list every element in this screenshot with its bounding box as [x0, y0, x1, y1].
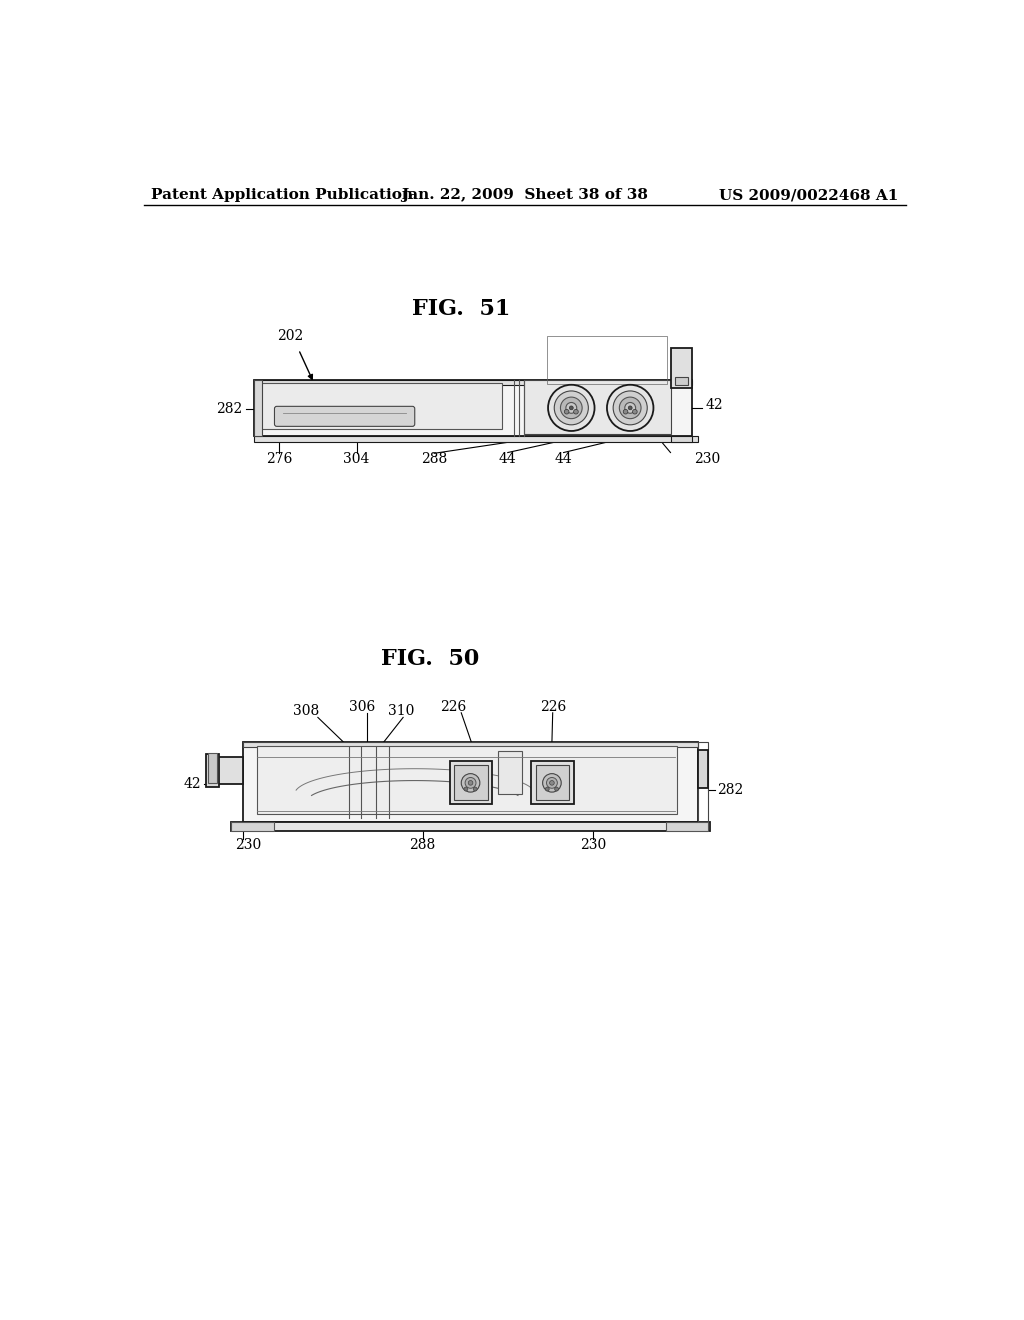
Text: 310: 310 — [388, 705, 414, 718]
Text: 304: 304 — [343, 451, 370, 466]
Circle shape — [465, 777, 476, 788]
Circle shape — [560, 397, 583, 418]
Bar — [231, 822, 710, 832]
Bar — [524, 380, 672, 434]
Circle shape — [468, 780, 473, 785]
Circle shape — [473, 787, 477, 791]
Circle shape — [569, 407, 573, 409]
Text: 226: 226 — [540, 700, 566, 714]
Text: 282: 282 — [717, 783, 743, 797]
Circle shape — [620, 397, 641, 418]
Bar — [698, 742, 708, 822]
Bar — [254, 380, 262, 436]
Circle shape — [607, 385, 653, 432]
Circle shape — [613, 391, 647, 425]
Bar — [254, 380, 692, 385]
Bar — [499, 751, 521, 793]
Bar — [243, 742, 698, 822]
Circle shape — [546, 787, 549, 791]
Circle shape — [624, 409, 628, 414]
Bar — [675, 378, 687, 385]
Text: 44: 44 — [499, 451, 517, 466]
Circle shape — [550, 780, 554, 785]
Text: 230: 230 — [693, 451, 720, 466]
Bar — [547, 337, 667, 384]
Circle shape — [566, 403, 577, 413]
Text: 230: 230 — [580, 838, 606, 853]
Circle shape — [633, 409, 637, 414]
Bar — [254, 380, 692, 436]
FancyBboxPatch shape — [274, 407, 415, 426]
Circle shape — [543, 774, 561, 792]
Bar — [531, 762, 573, 804]
Text: 306: 306 — [349, 700, 375, 714]
Bar — [254, 436, 698, 442]
Bar — [455, 766, 487, 800]
Bar — [208, 752, 217, 783]
Text: 226: 226 — [440, 700, 467, 714]
Bar — [450, 762, 493, 804]
Bar — [213, 758, 243, 784]
Bar — [671, 348, 692, 388]
Text: 202: 202 — [276, 329, 303, 342]
Bar — [231, 822, 273, 832]
Circle shape — [547, 777, 557, 788]
Circle shape — [564, 409, 569, 414]
Text: 288: 288 — [421, 451, 447, 466]
Circle shape — [629, 407, 632, 409]
Circle shape — [548, 385, 595, 432]
Circle shape — [464, 787, 468, 791]
Text: 44: 44 — [555, 451, 572, 466]
Text: FIG.  51: FIG. 51 — [412, 297, 510, 319]
Circle shape — [625, 403, 636, 413]
Bar — [671, 436, 692, 442]
Text: 276: 276 — [266, 451, 292, 466]
Text: 282: 282 — [216, 401, 243, 416]
Text: 42: 42 — [706, 397, 723, 412]
Text: 42: 42 — [184, 776, 202, 791]
Bar — [536, 766, 569, 800]
Text: US 2009/0022468 A1: US 2009/0022468 A1 — [719, 189, 898, 202]
Text: 308: 308 — [293, 705, 319, 718]
Bar — [257, 746, 678, 814]
Text: 230: 230 — [234, 838, 261, 853]
Bar — [243, 742, 698, 747]
Circle shape — [461, 774, 480, 792]
Text: FIG.  50: FIG. 50 — [381, 648, 479, 671]
Bar — [206, 755, 219, 787]
Circle shape — [573, 409, 579, 414]
Bar — [666, 822, 709, 832]
Bar — [698, 750, 708, 788]
Text: Patent Application Publication: Patent Application Publication — [152, 189, 414, 202]
Circle shape — [555, 787, 558, 791]
Text: 288: 288 — [410, 838, 435, 853]
Text: Jan. 22, 2009  Sheet 38 of 38: Jan. 22, 2009 Sheet 38 of 38 — [401, 189, 648, 202]
Circle shape — [554, 391, 589, 425]
Bar — [261, 383, 502, 429]
